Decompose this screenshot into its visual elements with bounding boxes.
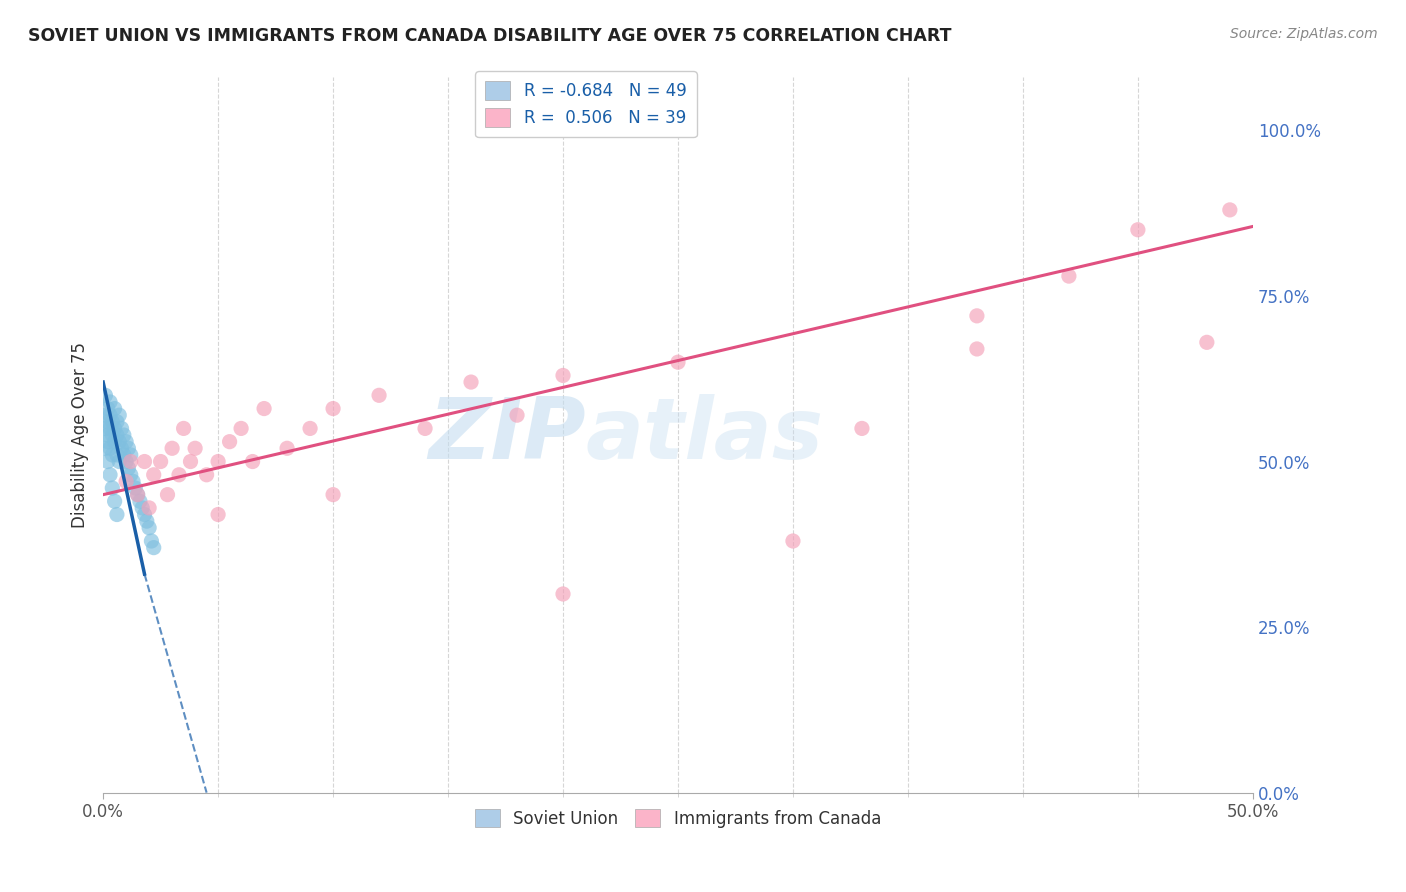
Point [966, 342, 988, 356]
Point [138, 500, 160, 515]
Point [120, 467, 142, 482]
Point [207, 508, 229, 522]
Point [104, 434, 127, 449]
Point [851, 421, 873, 435]
Point [101, 415, 124, 429]
Point [160, 442, 183, 456]
Point [120, 454, 142, 468]
Point [98, 442, 121, 456]
Point [104, 494, 127, 508]
Text: Source: ZipAtlas.com: Source: ZipAtlas.com [1230, 27, 1378, 41]
Point [97, 454, 120, 468]
Point [115, 434, 138, 449]
Point [108, 434, 131, 449]
Point [167, 467, 190, 482]
Point [127, 488, 149, 502]
Point [276, 442, 298, 456]
Point [97, 434, 120, 449]
Point [666, 355, 689, 369]
Point [138, 521, 160, 535]
Point [322, 488, 344, 502]
Point [122, 475, 145, 489]
Point [112, 448, 135, 462]
Point [104, 401, 127, 416]
Point [229, 421, 252, 435]
Point [105, 415, 128, 429]
Point [242, 454, 264, 468]
Point [105, 448, 128, 462]
Point [105, 428, 128, 442]
Point [94, 408, 117, 422]
Point [101, 448, 124, 462]
Point [108, 408, 131, 422]
Point [110, 442, 132, 456]
Point [98, 467, 121, 482]
Point [135, 514, 157, 528]
Point [101, 428, 124, 442]
Point [108, 454, 131, 468]
Point [105, 508, 128, 522]
Point [134, 508, 156, 522]
Point [207, 454, 229, 468]
Point [253, 401, 276, 416]
Point [322, 401, 344, 416]
Point [110, 421, 132, 435]
Point [1195, 335, 1218, 350]
Point [142, 467, 165, 482]
Point [127, 488, 149, 502]
Point [97, 415, 120, 429]
Point [460, 375, 482, 389]
Point [98, 395, 121, 409]
Point [134, 454, 156, 468]
Point [142, 541, 165, 555]
Point [149, 454, 172, 468]
Point [117, 442, 139, 456]
Text: atlas: atlas [586, 393, 824, 476]
Point [1219, 202, 1241, 217]
Point [195, 467, 218, 482]
Point [966, 309, 988, 323]
Point [117, 461, 139, 475]
Point [101, 481, 124, 495]
Point [141, 534, 163, 549]
Point [94, 388, 117, 402]
Point [104, 421, 127, 435]
Point [299, 421, 322, 435]
Point [1057, 269, 1080, 284]
Point [782, 534, 804, 549]
Y-axis label: Disability Age Over 75: Disability Age Over 75 [72, 342, 89, 528]
Point [551, 587, 574, 601]
Point [94, 442, 117, 456]
Point [112, 428, 135, 442]
Point [551, 368, 574, 383]
Point [156, 488, 179, 502]
Text: SOVIET UNION VS IMMIGRANTS FROM CANADA DISABILITY AGE OVER 75 CORRELATION CHART: SOVIET UNION VS IMMIGRANTS FROM CANADA D… [28, 27, 952, 45]
Point [506, 408, 529, 422]
Point [413, 421, 436, 435]
Point [115, 475, 138, 489]
Point [120, 448, 142, 462]
Legend: Soviet Union, Immigrants from Canada: Soviet Union, Immigrants from Canada [468, 803, 887, 834]
Point [179, 454, 201, 468]
Point [97, 401, 120, 416]
Point [184, 442, 207, 456]
Point [368, 388, 391, 402]
Point [129, 494, 152, 508]
Point [1126, 223, 1149, 237]
Text: ZIP: ZIP [429, 393, 586, 476]
Point [97, 428, 120, 442]
Point [94, 421, 117, 435]
Point [115, 454, 138, 468]
Point [98, 408, 121, 422]
Point [124, 481, 146, 495]
Point [173, 421, 195, 435]
Point [131, 500, 153, 515]
Point [218, 434, 240, 449]
Point [98, 421, 121, 435]
